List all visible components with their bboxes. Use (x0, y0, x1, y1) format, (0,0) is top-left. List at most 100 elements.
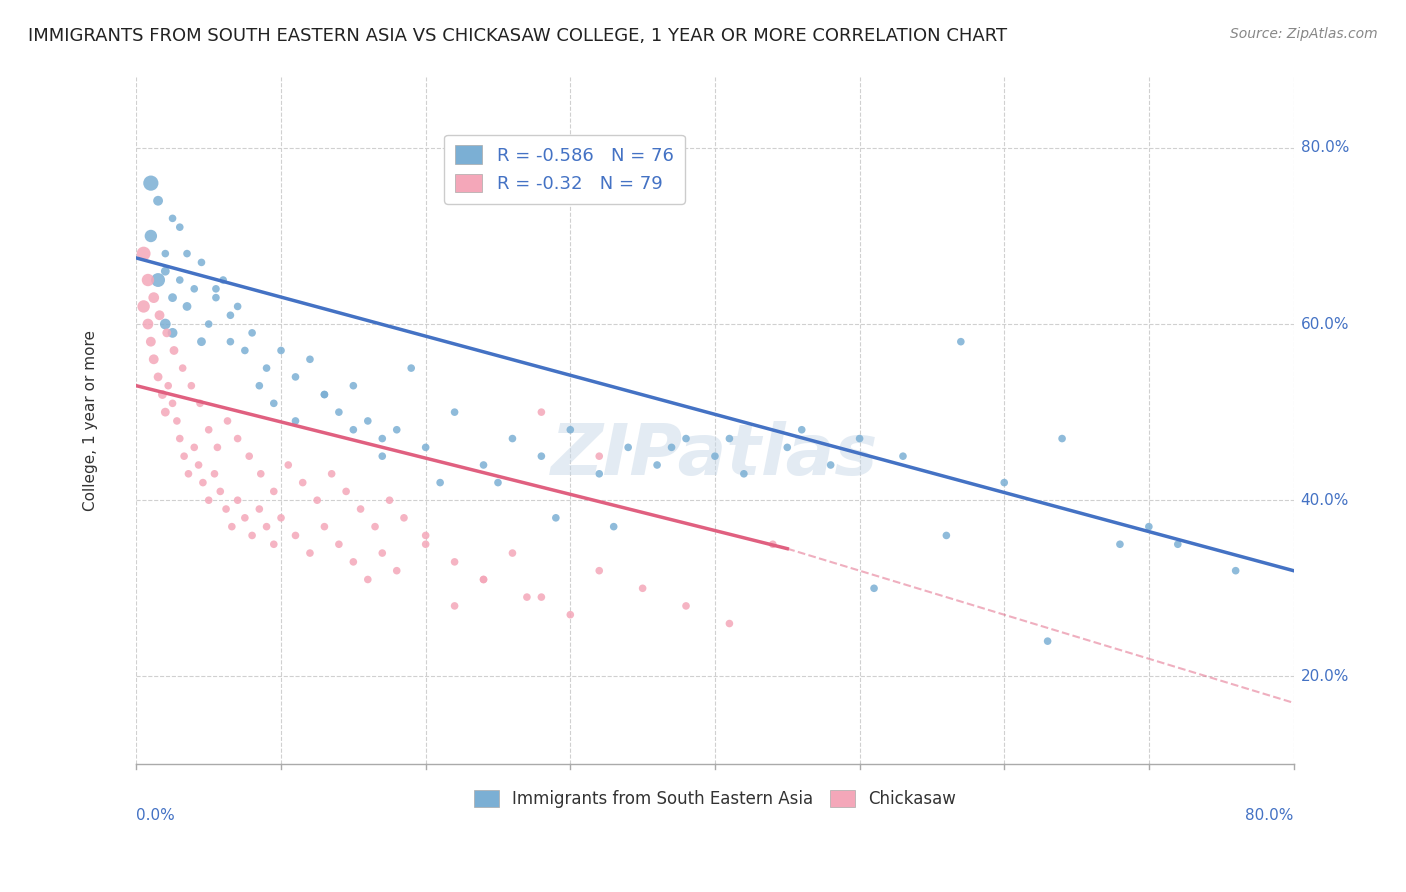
Point (530, 405, 553, 419)
Point (219, 334, 242, 349)
Point (169, 273, 191, 287)
Point (935, 528, 957, 542)
Point (486, 475, 509, 490)
Point (762, 537, 785, 551)
Point (1050, 432, 1073, 446)
Point (718, 616, 741, 631)
Point (204, 467, 226, 481)
Point (256, 519, 278, 533)
Point (190, 255, 212, 269)
Point (371, 546, 394, 560)
Point (371, 432, 394, 446)
Point (443, 555, 465, 569)
Point (415, 441, 437, 455)
Point (328, 537, 350, 551)
Point (530, 590, 553, 604)
Point (215, 502, 238, 516)
Point (307, 493, 329, 508)
Point (703, 449, 725, 463)
Point (205, 282, 228, 296)
Point (588, 449, 610, 463)
Text: 80.0%: 80.0% (1246, 808, 1294, 823)
Point (298, 352, 321, 367)
Point (560, 423, 582, 437)
Point (949, 334, 972, 349)
Point (172, 361, 194, 376)
Point (187, 458, 209, 472)
Point (197, 317, 219, 331)
Point (820, 458, 842, 472)
Point (155, 246, 177, 260)
Point (240, 528, 263, 542)
Point (1137, 519, 1160, 533)
Point (270, 511, 292, 525)
Point (146, 370, 169, 384)
Point (163, 343, 186, 358)
Point (335, 484, 357, 499)
Point (156, 326, 179, 340)
Point (588, 564, 610, 578)
Point (142, 352, 165, 367)
Text: 0.0%: 0.0% (136, 808, 176, 823)
Point (1167, 537, 1189, 551)
Point (848, 432, 870, 446)
Point (233, 511, 256, 525)
Point (277, 458, 299, 472)
Point (197, 423, 219, 437)
Point (675, 432, 697, 446)
Point (429, 475, 451, 490)
Point (226, 300, 249, 314)
Point (516, 590, 538, 604)
Point (180, 378, 202, 392)
Point (321, 467, 343, 481)
Text: 40.0%: 40.0% (1301, 492, 1350, 508)
Point (183, 441, 205, 455)
Point (776, 441, 799, 455)
Point (863, 582, 886, 596)
Point (247, 502, 270, 516)
Point (162, 211, 184, 226)
Point (993, 475, 1015, 490)
Point (530, 449, 553, 463)
Point (221, 519, 243, 533)
Point (443, 599, 465, 613)
Point (342, 423, 364, 437)
Point (155, 405, 177, 419)
Point (661, 441, 683, 455)
Point (349, 502, 371, 516)
Point (284, 370, 307, 384)
Point (209, 484, 232, 499)
Point (173, 449, 195, 463)
Text: 60.0%: 60.0% (1301, 317, 1350, 332)
Point (392, 511, 415, 525)
Point (263, 396, 285, 410)
Text: IMMIGRANTS FROM SOUTH EASTERN ASIA VS CHICKASAW COLLEGE, 1 YEAR OR MORE CORRELAT: IMMIGRANTS FROM SOUTH EASTERN ASIA VS CH… (28, 27, 1007, 45)
Point (1225, 564, 1247, 578)
Point (226, 432, 249, 446)
Point (247, 378, 270, 392)
Point (249, 467, 271, 481)
Point (328, 405, 350, 419)
Point (501, 546, 523, 560)
Point (342, 378, 364, 392)
Point (314, 519, 336, 533)
Point (169, 432, 191, 446)
Point (132, 300, 155, 314)
Point (205, 291, 228, 305)
Point (217, 414, 239, 428)
Point (891, 449, 914, 463)
Point (357, 414, 380, 428)
Point (155, 317, 177, 331)
Point (240, 326, 263, 340)
Point (233, 343, 256, 358)
Point (675, 599, 697, 613)
Point (357, 573, 380, 587)
Point (188, 396, 211, 410)
Text: Source: ZipAtlas.com: Source: ZipAtlas.com (1230, 27, 1378, 41)
Point (256, 361, 278, 376)
Point (183, 282, 205, 296)
Point (132, 246, 155, 260)
Text: 80.0%: 80.0% (1301, 140, 1350, 155)
Point (177, 467, 200, 481)
Point (263, 537, 285, 551)
